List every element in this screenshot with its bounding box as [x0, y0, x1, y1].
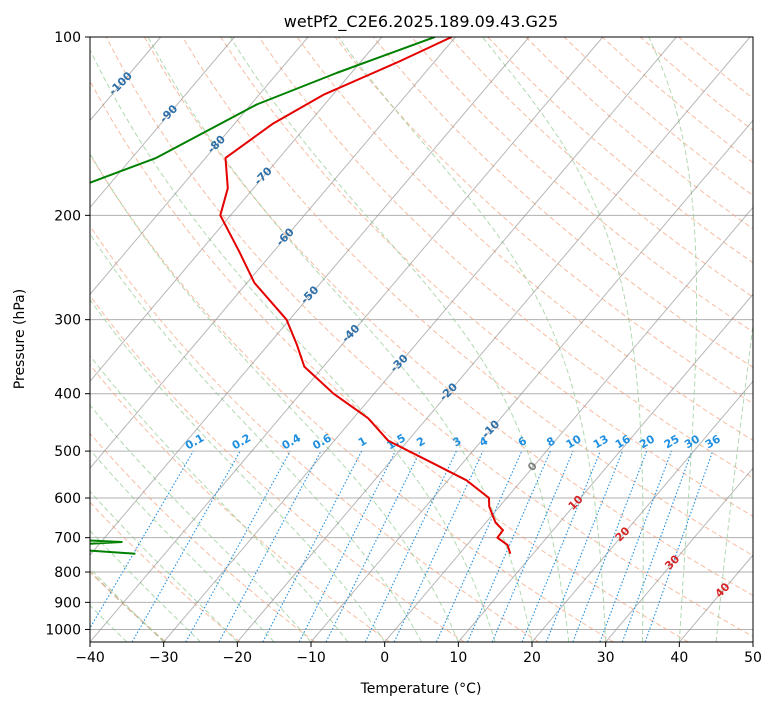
y-tick-label: 700	[54, 531, 81, 547]
dry-adiabat	[90, 432, 316, 642]
mixing-ratio-line	[491, 450, 574, 642]
dry-adiabat	[449, 37, 753, 298]
moist-adiabat	[90, 152, 459, 642]
y-tick-label: 200	[54, 208, 81, 224]
dry-adiabat	[296, 37, 753, 442]
moist-adiabat	[90, 449, 275, 642]
y-axis-label: Pressure (hPa)	[12, 289, 28, 389]
moist-adiabat	[90, 567, 165, 642]
dry-adiabat	[90, 364, 390, 642]
moist-adiabat	[481, 37, 644, 642]
isotherm	[90, 37, 235, 209]
mixing-ratio-line	[218, 450, 322, 642]
moist-adiabat	[90, 299, 386, 642]
moist-adiabat	[147, 37, 533, 642]
y-tick-label: 900	[54, 595, 81, 611]
dry-adiabat	[90, 294, 465, 642]
isotherm	[90, 37, 383, 383]
moist-adiabat	[229, 37, 570, 642]
y-tick-label: 1000	[45, 622, 81, 638]
isotherm	[90, 37, 604, 642]
y-tick-label: 300	[54, 313, 81, 329]
dry-adiabat	[90, 501, 241, 642]
isotherm	[236, 37, 751, 642]
background-lines	[90, 37, 753, 642]
y-tick-label: 500	[54, 444, 81, 460]
moist-adiabat	[90, 48, 496, 642]
dry-adiabat	[90, 79, 689, 642]
mixing-ratio-line	[599, 450, 672, 642]
dry-adiabat	[143, 37, 753, 597]
dry-adiabat	[411, 37, 753, 333]
mixing-ratio-line	[262, 450, 363, 642]
profile-lines	[90, 37, 512, 555]
isotherm	[531, 380, 753, 642]
mixing-ratio-line	[325, 450, 421, 642]
x-axis-label: Temperature (°C)	[360, 681, 482, 697]
isotherm	[310, 119, 753, 642]
isotherm	[90, 37, 309, 296]
chart-title: wetPf2_C2E6.2025.189.09.43.G25	[284, 12, 558, 32]
isotherm	[605, 467, 753, 642]
isotherm	[163, 37, 677, 642]
x-tick-label: 20	[523, 650, 541, 666]
moist-adiabat	[90, 355, 349, 642]
x-tick-label: −10	[296, 650, 326, 666]
dry-adiabat	[220, 37, 753, 517]
moist-adiabat	[90, 490, 238, 642]
x-tick-label: 40	[670, 650, 688, 666]
y-tick-label: 800	[54, 565, 81, 581]
x-tick-label: 0	[380, 650, 389, 666]
mixing-ratio-line	[393, 450, 484, 642]
mixing-ratio-line	[545, 450, 624, 642]
mixing-ratio-line	[572, 450, 648, 642]
y-tick-label: 400	[54, 387, 81, 403]
x-tick-label: 50	[744, 650, 762, 666]
moist-adiabat	[648, 37, 698, 642]
mixing-ratio-line	[521, 450, 601, 642]
x-tick-label: −30	[149, 650, 179, 666]
x-tick-label: 10	[449, 650, 467, 666]
moist-adiabat	[90, 529, 201, 642]
mixing-ratio-line	[364, 450, 457, 642]
isotherm	[384, 206, 753, 642]
mixing-ratio-line	[644, 450, 714, 642]
dry-adiabat	[334, 37, 753, 405]
axis-ticks: −40 −30 −20 −10 0 10 20 30 40 50 100 200 300 400 500 60…	[45, 30, 762, 666]
x-tick-label: −20	[223, 650, 253, 666]
temperature-profile-line	[219, 37, 512, 555]
x-tick-label: −40	[75, 650, 105, 666]
isotherm	[457, 293, 753, 642]
x-tick-label: 30	[597, 650, 615, 666]
dry-adiabat	[90, 225, 540, 642]
isotherm	[90, 37, 456, 469]
y-tick-label: 600	[54, 491, 81, 507]
moist-adiabat	[715, 321, 753, 642]
plot-frame	[89, 36, 754, 643]
y-tick-label: 100	[54, 30, 81, 46]
mixing-ratio-line	[131, 450, 241, 642]
moist-adiabat	[90, 233, 422, 642]
mixing-ratio-line	[621, 450, 693, 642]
moist-adiabat	[337, 37, 607, 642]
mixing-ratio-line	[185, 450, 291, 642]
mixing-ratio-line	[298, 450, 396, 642]
